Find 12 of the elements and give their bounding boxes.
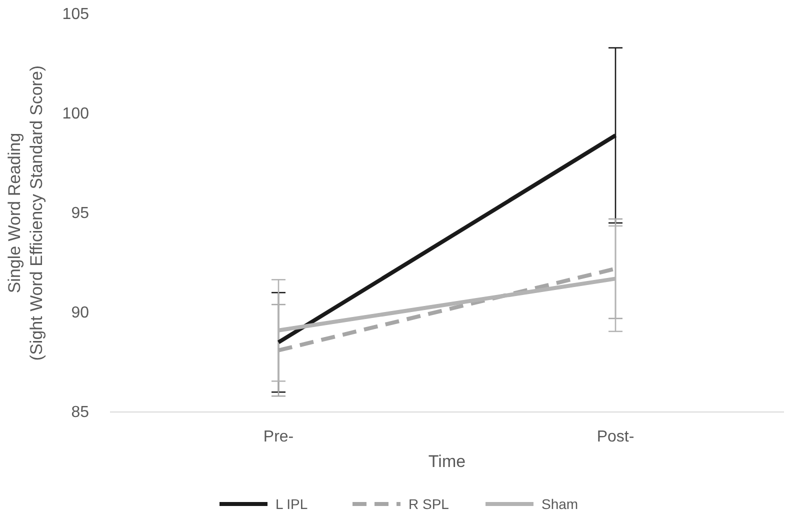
legend-label: R SPL <box>408 496 450 512</box>
y-axis-title: Single Word Reading (Sight Word Efficiency Standard Score) <box>5 65 46 361</box>
legend-label: L IPL <box>276 496 308 512</box>
y-tick-label: 105 <box>62 6 90 24</box>
x-axis-title: Time <box>428 452 466 471</box>
x-tick-label: Pre- <box>263 428 294 446</box>
y-tick-label: 90 <box>71 304 90 322</box>
y-tick-label: 85 <box>71 404 90 422</box>
legend-label: Sham <box>542 496 578 512</box>
y-tick-label: 100 <box>62 106 90 123</box>
x-tick-label: Post- <box>596 428 634 446</box>
y-tick-label: 95 <box>71 205 90 222</box>
